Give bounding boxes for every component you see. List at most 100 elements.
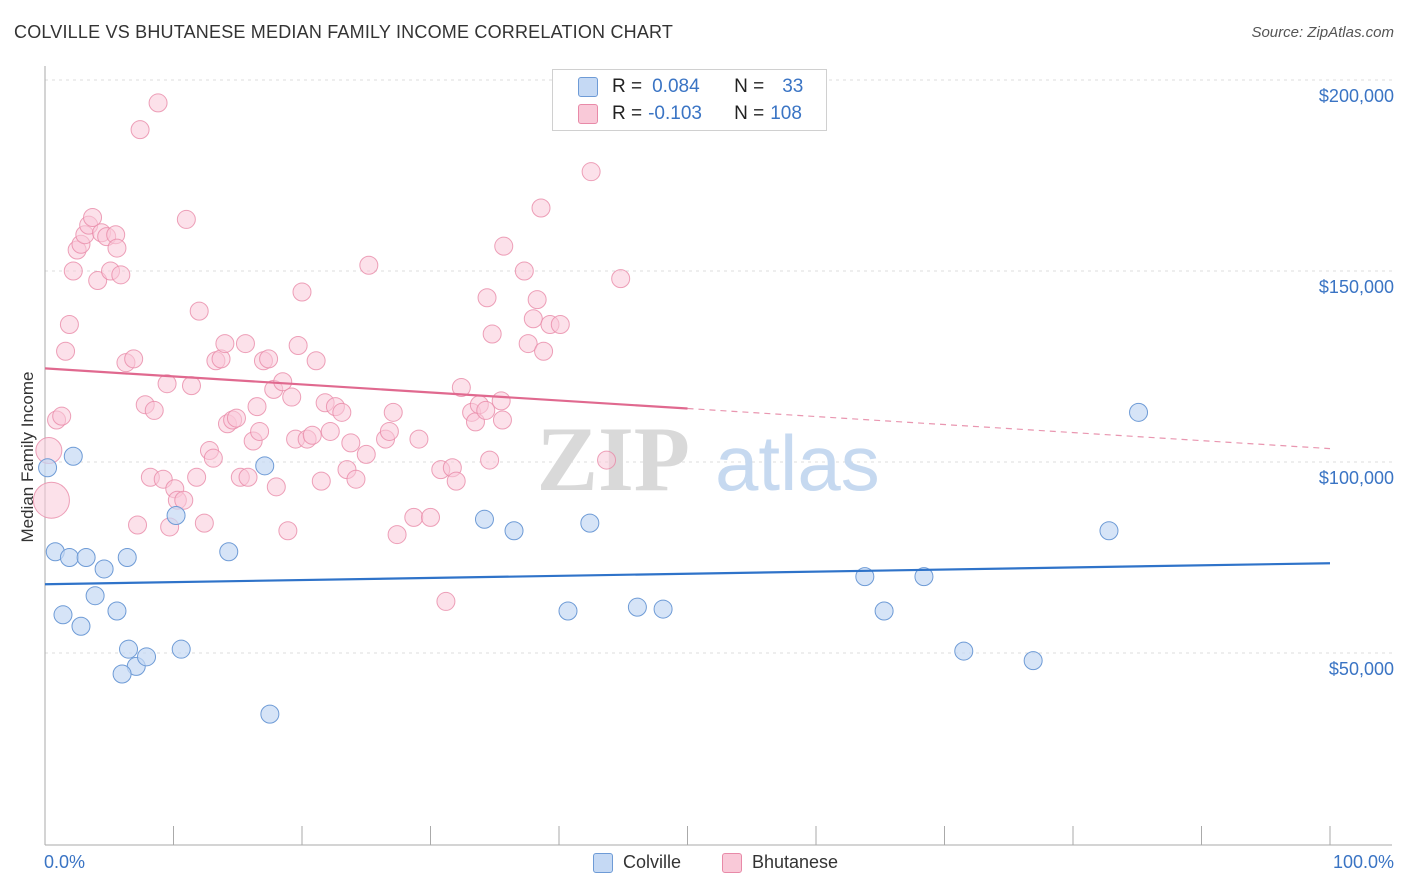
bhutanese-point [320, 421, 340, 441]
bhutanese-swatch [578, 104, 598, 124]
bhutanese-point [278, 521, 298, 541]
bhutanese-point [451, 378, 471, 398]
bhutanese-point [356, 444, 376, 464]
colville-point [914, 567, 934, 587]
bhutanese-point [130, 120, 150, 140]
bhutanese-point [477, 288, 497, 308]
bhutanese-trend-extension [687, 407, 1331, 450]
x-tick-label-min: 0.0% [44, 852, 86, 872]
bhutanese-point [383, 402, 403, 422]
bhutanese-point [332, 402, 352, 422]
r-label: R = [612, 76, 643, 97]
bhutanese-point [446, 471, 466, 491]
bhutanese-point [59, 314, 79, 334]
colville-swatch [578, 77, 598, 97]
bhutanese-point [107, 238, 127, 258]
colville-point [107, 601, 127, 621]
colville-point [63, 446, 83, 466]
bhutanese-point [288, 335, 308, 355]
bhutanese-point [144, 400, 164, 420]
bhutanese-point [88, 271, 108, 291]
y-tick-label: $100,000 [1318, 468, 1394, 488]
bhutanese-legend-swatch [722, 852, 742, 873]
colville-point [1099, 521, 1119, 541]
bhutanese-legend-label: Bhutanese [752, 852, 839, 872]
bhutanese-point [157, 374, 177, 394]
colville-point [137, 647, 157, 667]
bhutanese-point [226, 408, 246, 428]
bhutanese-point [480, 450, 500, 470]
legend-row-colville: R = 0.084 N = 33 [553, 75, 803, 99]
r-value: 0.084 [652, 76, 700, 97]
colville-point [85, 586, 105, 606]
bhutanese-point [302, 425, 322, 445]
colville-point [260, 704, 280, 724]
r-value: -0.103 [648, 103, 702, 124]
bhutanese-point [476, 400, 496, 420]
bhutanese-point [306, 351, 326, 371]
bhutanese-point [523, 309, 543, 329]
colville-point [117, 548, 137, 567]
y-tick-label: $200,000 [1318, 86, 1394, 106]
x-tick-label-max: 100.0% [1332, 852, 1394, 872]
bhutanese-point [341, 433, 361, 453]
bhutanese-point [518, 334, 538, 354]
bhutanese-point [292, 282, 312, 302]
bhutanese-point [203, 448, 223, 468]
legend-item-colville: Colville [593, 852, 681, 873]
bhutanese-point [421, 507, 440, 527]
watermark-atlas: atlas [715, 419, 880, 507]
bhutanese-point [83, 208, 103, 228]
bhutanese-point [311, 471, 331, 491]
legend-item-bhutanese: Bhutanese [722, 852, 838, 873]
bhutanese-point [494, 236, 514, 256]
colville-point [59, 548, 79, 567]
bhutanese-point [189, 301, 209, 321]
bhutanese-point [409, 429, 429, 449]
bhutanese-point [387, 525, 407, 545]
bhutanese-point [436, 591, 456, 611]
bhutanese-point [56, 341, 76, 361]
n-label: N = [734, 76, 765, 97]
bhutanese-point [550, 314, 570, 334]
bhutanese-point [404, 507, 424, 527]
colville-point [71, 616, 91, 636]
colville-legend-label: Colville [623, 852, 682, 872]
bhutanese-trend-line [44, 367, 688, 410]
bhutanese-point [611, 269, 631, 289]
bhutanese-point [597, 450, 617, 470]
bhutanese-point [531, 198, 551, 218]
bhutanese-point [379, 421, 399, 441]
n-label: N = [734, 103, 765, 124]
r-label: R = [612, 103, 643, 124]
colville-point [219, 542, 239, 562]
bhutanese-point [491, 391, 511, 411]
source-label: Source: ZipAtlas.com [1251, 24, 1394, 41]
colville-point [166, 505, 186, 525]
bhutanese-point [581, 162, 601, 182]
bhutanese-point [124, 349, 144, 369]
y-tick-label: $50,000 [1328, 659, 1394, 679]
bhutanese-point [514, 261, 534, 281]
bhutanese-point [111, 265, 131, 285]
colville-point [1129, 402, 1149, 422]
colville-point [653, 599, 673, 619]
colville-point [171, 639, 191, 659]
bhutanese-point [174, 490, 194, 510]
n-value: 33 [782, 76, 804, 97]
colville-trend-line [44, 562, 1331, 586]
colville-point [474, 509, 494, 529]
bhutanese-point [181, 376, 201, 396]
y-tick-label: $150,000 [1318, 277, 1394, 297]
colville-point [76, 548, 96, 567]
bhutanese-point [238, 467, 258, 487]
colville-point [580, 513, 600, 533]
bhutanese-point [259, 349, 279, 369]
colville-point [855, 567, 875, 587]
colville-legend-swatch [593, 852, 613, 873]
colville-point [53, 605, 73, 625]
colville-point [558, 601, 578, 621]
bhutanese-point [266, 477, 286, 497]
colville-point [1023, 651, 1043, 671]
